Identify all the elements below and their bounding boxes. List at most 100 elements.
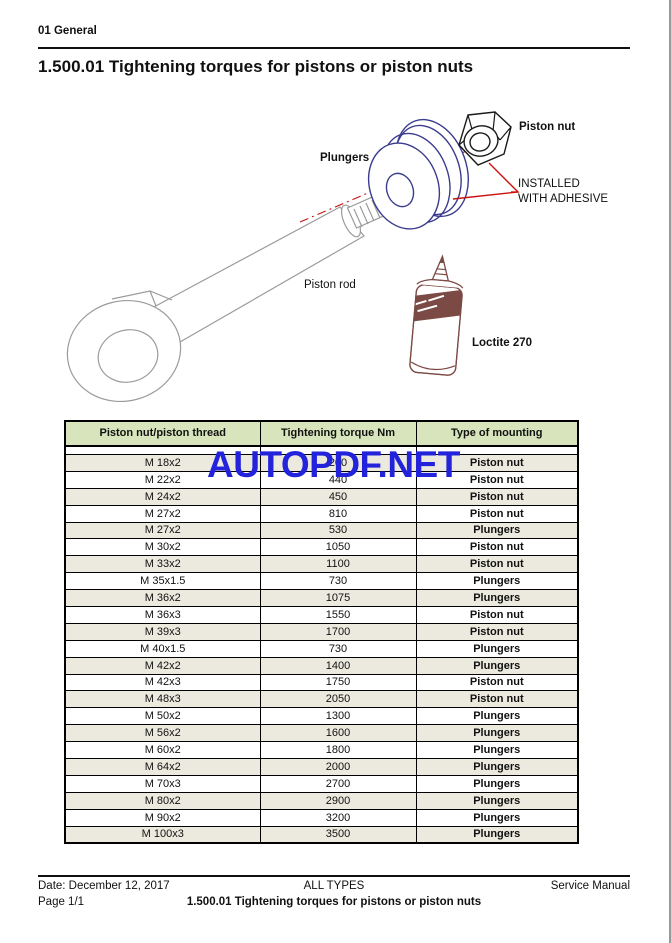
torque-cell: 1300 xyxy=(259,707,417,726)
torque-cell: 1400 xyxy=(259,656,417,675)
table-row: M 42x3 1750 Piston nut xyxy=(64,673,579,692)
mounting-cell: Plungers xyxy=(415,774,579,793)
torque-cell: 1050 xyxy=(259,538,417,557)
thread-cell: M 80x2 xyxy=(64,791,261,810)
torque-cell: 1700 xyxy=(259,622,417,641)
table-row: M 27x2 810 Piston nut xyxy=(64,504,579,523)
table-row: M 22x2 440 Piston nut xyxy=(64,470,579,489)
torque-cell: 2900 xyxy=(259,791,417,810)
torque-cell: 2000 xyxy=(259,758,417,776)
mounting-cell: Piston nut xyxy=(415,622,579,641)
header-divider xyxy=(38,47,630,49)
thread-cell: M 39x3 xyxy=(64,622,261,641)
page-title: 1.500.01 Tightening torques for pistons … xyxy=(38,57,474,76)
mounting-cell: Plungers xyxy=(415,791,579,810)
piston-assembly-diagram: Plungers Piston nut INSTALLED WITH ADHES… xyxy=(66,111,608,403)
spacer-row xyxy=(64,445,579,455)
table-row: M 18x2 200 Piston nut xyxy=(64,454,579,472)
mounting-cell: Piston nut xyxy=(415,504,579,523)
table-row: M 24x2 450 Piston nut xyxy=(64,487,579,506)
thread-cell: M 18x2 xyxy=(64,454,261,472)
thread-cell: M 22x2 xyxy=(64,470,261,489)
mounting-cell: Piston nut xyxy=(415,470,579,489)
mounting-cell: Piston nut xyxy=(415,673,579,692)
table-header-row: Piston nut/piston thread Tightening torq… xyxy=(64,420,579,447)
table-row: M 35x1.5 730 Plungers xyxy=(64,572,579,591)
loctite-label: Loctite 270 xyxy=(472,337,532,349)
table-row: M 42x2 1400 Plungers xyxy=(64,656,579,675)
thread-cell: M 27x2 xyxy=(64,521,261,540)
installed-label-line2: WITH ADHESIVE xyxy=(518,193,608,205)
thread-cell: M 36x3 xyxy=(64,606,261,624)
thread-cell: M 60x2 xyxy=(64,741,261,760)
mounting-cell: Piston nut xyxy=(415,555,579,574)
thread-cell: M 42x3 xyxy=(64,673,261,692)
piston-rod-drawing xyxy=(66,191,395,403)
header-torque: Tightening torque Nm xyxy=(259,420,417,447)
table-row: M 27x2 530 Plungers xyxy=(64,521,579,540)
thread-cell: M 36x2 xyxy=(64,589,261,608)
piston-rod-label: Piston rod xyxy=(304,279,356,291)
table-row: M 30x2 1050 Piston nut xyxy=(64,538,579,557)
table-row: M 64x2 2000 Plungers xyxy=(64,758,579,776)
table-row: M 80x2 2900 Plungers xyxy=(64,791,579,810)
thread-cell: M 100x3 xyxy=(64,825,261,844)
torque-cell: 1100 xyxy=(259,555,417,574)
mounting-cell: Piston nut xyxy=(415,606,579,624)
table-row: M 70x3 2700 Plungers xyxy=(64,774,579,793)
table-row: M 60x2 1800 Plungers xyxy=(64,741,579,760)
thread-cell: M 30x2 xyxy=(64,538,261,557)
torque-table: Piston nut/piston thread Tightening torq… xyxy=(64,420,579,845)
mounting-cell: Plungers xyxy=(415,639,579,658)
thread-cell: M 50x2 xyxy=(64,707,261,726)
torque-cell: 730 xyxy=(259,639,417,658)
table-row: M 48x3 2050 Piston nut xyxy=(64,690,579,709)
torque-cell: 450 xyxy=(259,487,417,506)
table-row: M 40x1.5 730 Plungers xyxy=(64,639,579,658)
table-row: M 33x2 1100 Piston nut xyxy=(64,555,579,574)
footer-date: Date: December 12, 2017 xyxy=(38,880,170,892)
thread-cell: M 70x3 xyxy=(64,774,261,793)
torque-cell: 3200 xyxy=(259,808,417,827)
torque-cell: 2700 xyxy=(259,774,417,793)
mounting-cell: Plungers xyxy=(415,808,579,827)
mounting-cell: Plungers xyxy=(415,572,579,591)
torque-cell: 1800 xyxy=(259,741,417,760)
thread-cell: M 56x2 xyxy=(64,724,261,743)
torque-cell: 1550 xyxy=(259,606,417,624)
footer-types: ALL TYPES xyxy=(303,880,365,892)
thread-cell: M 40x1.5 xyxy=(64,639,261,658)
installed-label-line1: INSTALLED xyxy=(518,178,580,190)
table-row: M 36x3 1550 Piston nut xyxy=(64,606,579,624)
mounting-cell: Plungers xyxy=(415,741,579,760)
mounting-cell: Piston nut xyxy=(415,690,579,709)
thread-cell: M 48x3 xyxy=(64,690,261,709)
torque-cell: 1600 xyxy=(259,724,417,743)
mounting-cell: Plungers xyxy=(415,758,579,776)
torque-cell: 730 xyxy=(259,572,417,591)
mounting-cell: Plungers xyxy=(415,521,579,540)
torque-cell: 200 xyxy=(259,454,417,472)
piston-nut-drawing xyxy=(458,111,512,166)
centerline xyxy=(299,137,498,223)
table-row: M 39x3 1700 Piston nut xyxy=(64,622,579,641)
piston-nut-label: Piston nut xyxy=(519,121,575,133)
plunger-drawing xyxy=(367,118,469,230)
mounting-cell: Plungers xyxy=(415,589,579,608)
mounting-cell: Plungers xyxy=(415,825,579,844)
page-footer: Date: December 12, 2017 ALL TYPES Servic… xyxy=(38,880,630,912)
mounting-cell: Piston nut xyxy=(415,538,579,557)
header-mounting: Type of mounting xyxy=(415,420,579,447)
thread-cell: M 33x2 xyxy=(64,555,261,574)
footer-page-number: Page 1/1 xyxy=(38,896,85,908)
header-thread: Piston nut/piston thread xyxy=(64,420,261,447)
thread-cell: M 90x2 xyxy=(64,808,261,827)
table-row: M 56x2 1600 Plungers xyxy=(64,724,579,743)
torque-cell: 440 xyxy=(259,470,417,489)
page-right-edge xyxy=(669,0,671,943)
loctite-bottle-drawing xyxy=(409,254,464,376)
torque-cell: 810 xyxy=(259,504,417,523)
footer-doc-title: 1.500.01 Tightening torques for pistons … xyxy=(186,896,482,908)
thread-cell: M 64x2 xyxy=(64,758,261,776)
leader-lines xyxy=(452,162,520,200)
